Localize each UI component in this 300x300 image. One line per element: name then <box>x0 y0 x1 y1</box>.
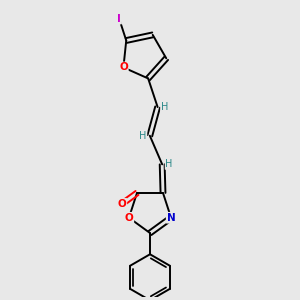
Text: H: H <box>140 131 147 141</box>
Text: H: H <box>165 159 172 169</box>
Text: H: H <box>160 102 168 112</box>
Text: I: I <box>117 14 121 24</box>
Text: N: N <box>167 213 176 223</box>
Text: O: O <box>118 199 126 209</box>
Text: O: O <box>124 213 133 223</box>
Text: O: O <box>119 62 128 72</box>
